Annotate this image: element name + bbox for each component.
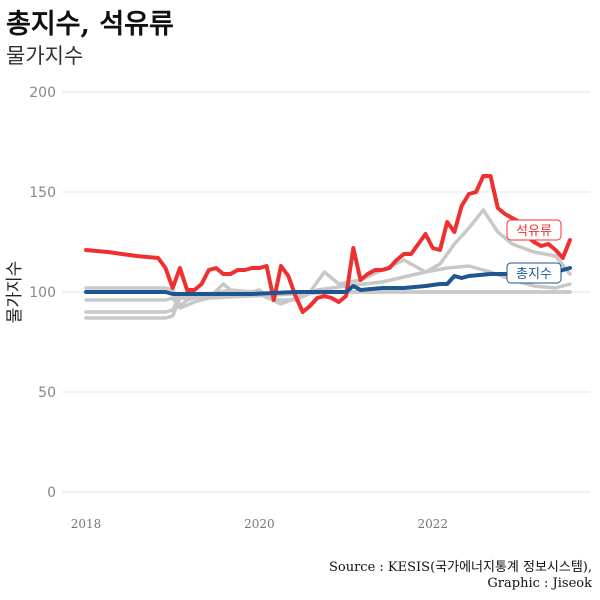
label-box: [506, 262, 562, 284]
y-tick-label: 200: [29, 85, 56, 101]
x-axis-ticks: 2018 2020 2022: [71, 517, 448, 531]
label-text: 석유류: [516, 224, 552, 239]
y-axis-label: 물가지수: [5, 261, 25, 324]
x-tick-label: 2022: [417, 517, 448, 531]
y-tick-label: 50: [38, 385, 56, 401]
source-line: Source : KESIS(국가에너지통계 정보시스템),: [328, 560, 592, 575]
y-axis-ticks: 0 50 100 150 200: [29, 85, 56, 501]
chart-subtitle: 물가지수: [6, 44, 84, 68]
series-lines: [84, 174, 572, 320]
label-text: 총지수: [516, 267, 552, 282]
series-label-석유류: 석유류: [506, 219, 562, 241]
source-caption: Source : KESIS(국가에너지통계 정보시스템), Graphic :…: [329, 560, 592, 592]
label-box: [506, 219, 562, 241]
series-label-총지수: 총지수: [506, 262, 562, 284]
graphic-credit: Graphic : Jiseok: [487, 576, 592, 591]
y-tick-label: 100: [29, 285, 56, 301]
series-line-총지수: [84, 266, 572, 296]
x-tick-label: 2020: [244, 517, 275, 531]
x-tick-label: 2018: [71, 517, 102, 531]
chart-title: 총지수, 석유류: [6, 9, 174, 40]
series-line-석유류: [84, 174, 572, 314]
y-tick-label: 150: [29, 185, 56, 201]
y-tick-label: 0: [47, 485, 56, 501]
